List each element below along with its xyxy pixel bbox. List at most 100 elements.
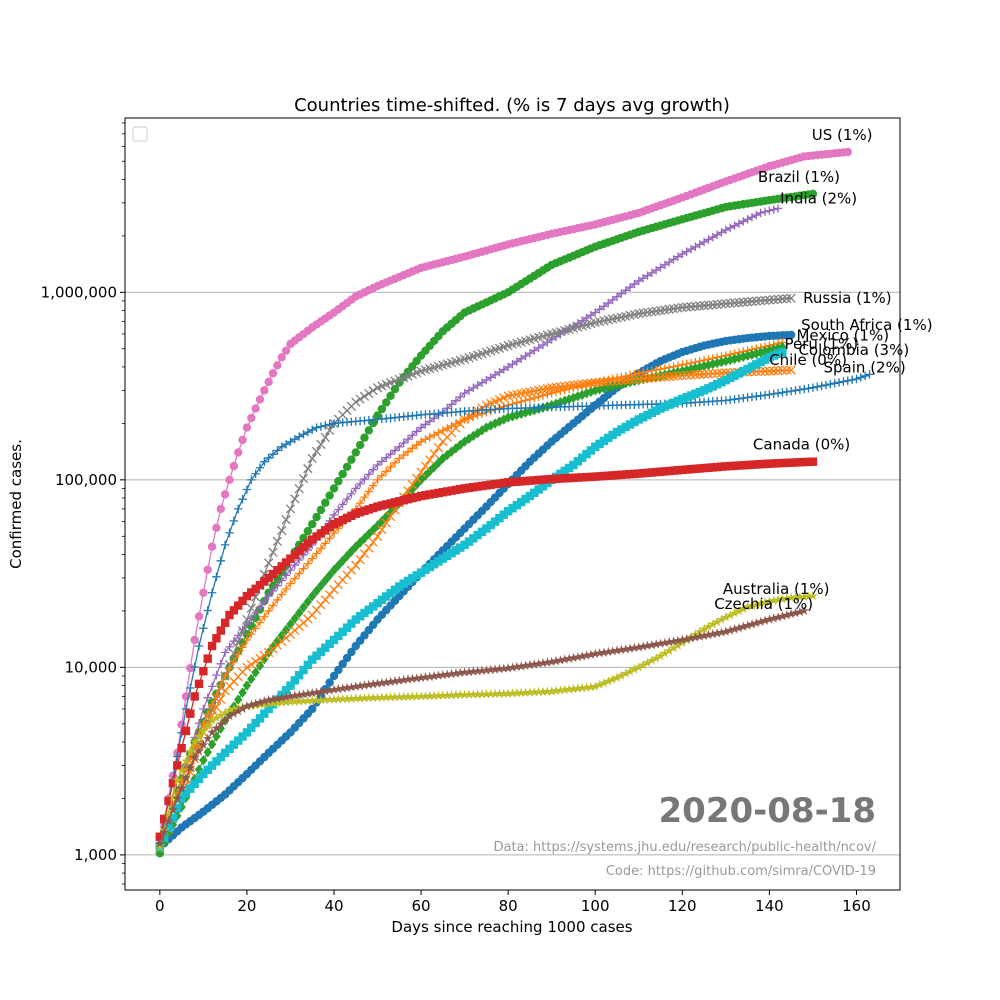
data-point-marker: [765, 390, 774, 399]
data-point-marker: [607, 674, 618, 684]
data-point-marker: [212, 634, 221, 643]
data-point-marker: [312, 423, 321, 432]
data-point-marker: [486, 520, 495, 530]
data-point-marker: [617, 425, 626, 434]
data-point-marker: [216, 694, 226, 704]
data-point-marker: [320, 694, 331, 705]
data-point-marker: [651, 406, 661, 415]
data-point-marker: [202, 720, 213, 731]
data-point-marker: [234, 504, 243, 514]
data-point-marker: [459, 414, 470, 425]
data-point-marker: [207, 727, 217, 737]
data-point-marker: [347, 619, 356, 628]
data-point-marker: [276, 697, 287, 707]
data-point-marker: [560, 466, 569, 476]
y-axis-label: Confirmed cases.: [7, 439, 25, 569]
data-point-marker: [534, 392, 543, 401]
data-point-marker: [264, 377, 273, 387]
data-point-marker: [194, 774, 204, 784]
data-point-marker: [350, 681, 361, 691]
data-point-marker: [752, 210, 761, 220]
data-point-marker: [242, 614, 252, 625]
data-point-marker: [355, 498, 365, 508]
data-point-marker: [591, 308, 600, 317]
series-canada: [155, 457, 818, 841]
data-point-marker: [198, 726, 209, 736]
data-point-marker: [756, 208, 765, 218]
data-point-marker: [564, 473, 574, 483]
data-point-marker: [289, 690, 300, 700]
data-point-marker: [699, 623, 709, 634]
data-point-marker: [608, 430, 617, 440]
data-point-marker: [503, 663, 514, 673]
data-point-marker: [760, 366, 770, 376]
data-point-marker: [651, 467, 661, 477]
data-point-marker: [172, 775, 183, 785]
data-point-marker: [181, 789, 191, 798]
data-point-marker: [778, 388, 787, 397]
data-point-marker: [242, 701, 252, 711]
data-point-marker: [368, 602, 378, 611]
data-point-marker: [646, 655, 657, 665]
data-point-marker: [747, 600, 757, 610]
data-point-marker: [325, 639, 334, 649]
data-point-marker: [303, 463, 313, 474]
data-point-marker: [442, 424, 452, 433]
data-point-marker: [368, 503, 378, 513]
data-point-marker: [247, 629, 256, 639]
data-point-marker: [198, 739, 209, 750]
data-point-marker: [420, 672, 431, 682]
data-point-marker: [255, 714, 265, 723]
data-point-marker: [742, 620, 753, 630]
series-india: [155, 204, 783, 852]
data-point-marker: [316, 529, 326, 538]
data-point-marker: [381, 692, 392, 702]
data-point-marker: [608, 295, 617, 305]
data-point-marker: [408, 431, 417, 440]
data-point-marker: [416, 467, 426, 477]
data-point-marker: [395, 442, 404, 452]
data-point-marker: [207, 715, 217, 725]
data-point-marker: [690, 632, 701, 642]
data-point-marker: [773, 343, 783, 354]
data-point-marker: [421, 565, 430, 575]
data-point-marker: [308, 590, 317, 602]
data-point-marker: [207, 542, 217, 551]
chart-title: Countries time-shifted. (% is 7 days avg…: [294, 95, 730, 116]
data-point-marker: [303, 660, 313, 670]
data-point-marker: [521, 351, 530, 361]
data-point-marker: [382, 500, 391, 509]
data-point-marker: [786, 330, 796, 340]
data-point-marker: [712, 462, 722, 472]
data-point-marker: [424, 690, 435, 701]
data-point-marker: [347, 455, 356, 464]
data-point-marker: [376, 677, 387, 688]
data-point-marker: [730, 461, 739, 471]
data-point-marker: [273, 361, 282, 370]
data-point-marker: [207, 739, 217, 750]
data-point-marker: [377, 501, 387, 510]
data-point-marker: [202, 733, 213, 743]
data-point-marker: [242, 635, 252, 645]
data-point-marker: [342, 693, 352, 704]
data-point-marker: [542, 686, 553, 696]
data-point-marker: [251, 469, 260, 478]
data-point-marker: [734, 352, 744, 364]
data-point-marker: [751, 599, 762, 609]
data-point-marker: [538, 482, 548, 491]
data-point-marker: [250, 698, 261, 708]
data-point-marker: [525, 476, 535, 485]
data-point-marker: [451, 396, 461, 405]
data-point-marker: [734, 461, 744, 470]
data-point-marker: [268, 641, 278, 653]
data-point-marker: [660, 467, 670, 476]
data-point-marker: [228, 708, 239, 718]
data-point-marker: [154, 842, 165, 852]
data-point-marker: [599, 647, 609, 657]
data-point-marker: [215, 710, 226, 720]
data-point-marker: [595, 472, 604, 481]
data-point-marker: [594, 679, 605, 689]
data-point-marker: [704, 235, 713, 244]
data-point-marker: [551, 685, 561, 696]
data-point-marker: [290, 574, 300, 583]
